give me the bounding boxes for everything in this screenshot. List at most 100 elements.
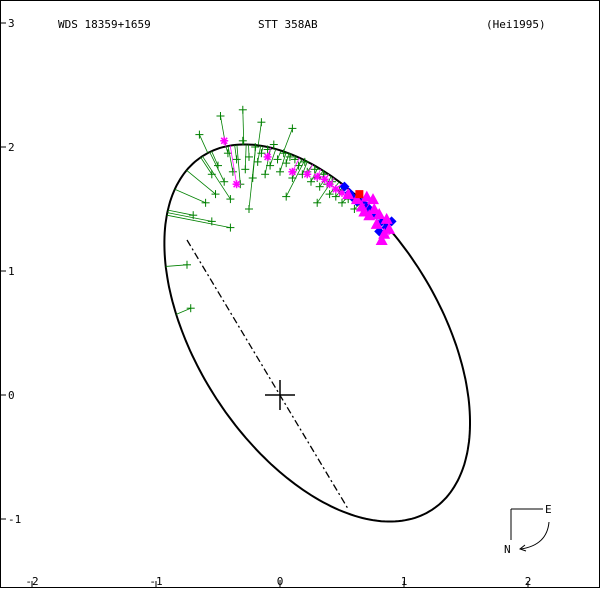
triangle-shape — [380, 212, 393, 224]
data-layer — [165, 105, 397, 315]
compass-arrowhead-icon — [518, 544, 527, 552]
triangle-shape — [342, 188, 355, 200]
data-point-plus — [285, 152, 294, 161]
residual-line — [236, 144, 241, 185]
data-point-plus — [307, 177, 315, 186]
star-stroke — [332, 185, 340, 193]
star-stroke — [288, 168, 296, 176]
triangle-shape — [350, 193, 363, 205]
data-point-plus — [253, 157, 262, 166]
residual-line — [200, 157, 213, 175]
star-stroke — [326, 180, 334, 188]
data-point-triangle — [368, 203, 381, 214]
header-right: (Hei1995) — [486, 18, 546, 31]
y-tick-label: -1 — [8, 513, 21, 526]
data-point-plus — [238, 105, 247, 114]
y-tick-label: 3 — [8, 17, 15, 30]
data-point-plus — [290, 155, 299, 164]
compass: E N — [504, 503, 552, 556]
diamond-shape — [339, 181, 350, 192]
data-point-plus — [315, 182, 324, 191]
data-point-star — [313, 172, 322, 181]
data-point-plus — [266, 161, 275, 170]
data-point-plus — [269, 140, 278, 149]
data-point-plus — [211, 190, 220, 199]
data-point-plus — [350, 205, 359, 213]
data-point-plus — [226, 195, 235, 204]
data-point-star — [331, 185, 340, 194]
data-point-triangle — [383, 222, 396, 234]
residual-line — [301, 161, 308, 175]
residual-line — [277, 150, 282, 160]
residual-line — [202, 155, 231, 200]
x-tick-label: 2 — [525, 575, 532, 588]
data-point-plus — [325, 190, 334, 199]
data-point-plus — [220, 177, 229, 186]
data-point-plus — [223, 149, 232, 158]
data-point-star — [220, 136, 229, 145]
compass-east-label: E — [545, 503, 552, 516]
residual-line — [167, 209, 194, 216]
data-point-triangle — [360, 190, 373, 202]
data-point-triangle — [380, 212, 393, 224]
data-point-star — [232, 180, 241, 189]
data-point-plus — [282, 159, 291, 168]
data-point-plus — [241, 165, 250, 174]
data-point-star — [303, 170, 312, 179]
data-point-star — [288, 167, 297, 176]
star-stroke — [264, 153, 272, 161]
data-point-plus — [310, 165, 319, 174]
data-point-plus — [232, 155, 241, 164]
compass-north-label: N — [504, 543, 511, 556]
triangle-shape — [360, 190, 373, 202]
data-point-plus — [338, 198, 346, 207]
data-point-plus — [201, 198, 210, 207]
triangle-shape — [383, 222, 396, 234]
data-point-plus — [226, 223, 235, 232]
residual-line — [199, 134, 209, 154]
residual-line — [186, 169, 216, 195]
data-point-triangle — [367, 193, 379, 205]
compass-arrow-icon — [520, 521, 550, 550]
data-point-plus — [257, 118, 266, 127]
residual-line — [257, 122, 262, 146]
data-point-triangle — [375, 234, 388, 245]
x-tick-label: 1 — [401, 575, 408, 588]
residual-line — [167, 212, 212, 222]
x-tick-label: 0 — [277, 575, 284, 588]
star-stroke — [220, 137, 228, 145]
data-point-triangle — [350, 193, 363, 205]
residual-line — [209, 151, 225, 182]
line-of-nodes — [186, 239, 349, 510]
data-point-plus — [216, 112, 225, 120]
data-point-plus — [261, 170, 270, 179]
data-point-plus — [238, 136, 247, 145]
data-point-triangle — [370, 217, 383, 229]
residual-line — [211, 151, 219, 166]
star-stroke — [303, 170, 311, 178]
header-center: STT 358AB — [258, 18, 318, 31]
residual-line — [285, 160, 306, 197]
data-point-plus — [288, 124, 297, 133]
y-tick-label: 2 — [8, 141, 15, 154]
residual-line — [166, 214, 231, 228]
residual-line — [229, 145, 237, 185]
data-point-plus — [300, 157, 309, 166]
triangle-shape — [373, 207, 386, 219]
data-point-triangle — [373, 207, 386, 219]
data-point-plus — [245, 205, 253, 213]
star-stroke — [313, 173, 321, 181]
x-tick-label: -1 — [149, 575, 162, 588]
data-point-plus — [245, 152, 253, 161]
triangle-shape — [375, 234, 388, 245]
residual-line — [298, 158, 303, 166]
triangle-shape — [368, 203, 381, 214]
triangle-shape — [358, 205, 371, 217]
residual-line — [248, 145, 257, 210]
star-stroke — [233, 180, 241, 188]
residual-line — [283, 128, 293, 152]
residual-line — [176, 307, 191, 315]
data-point-star — [325, 180, 334, 189]
